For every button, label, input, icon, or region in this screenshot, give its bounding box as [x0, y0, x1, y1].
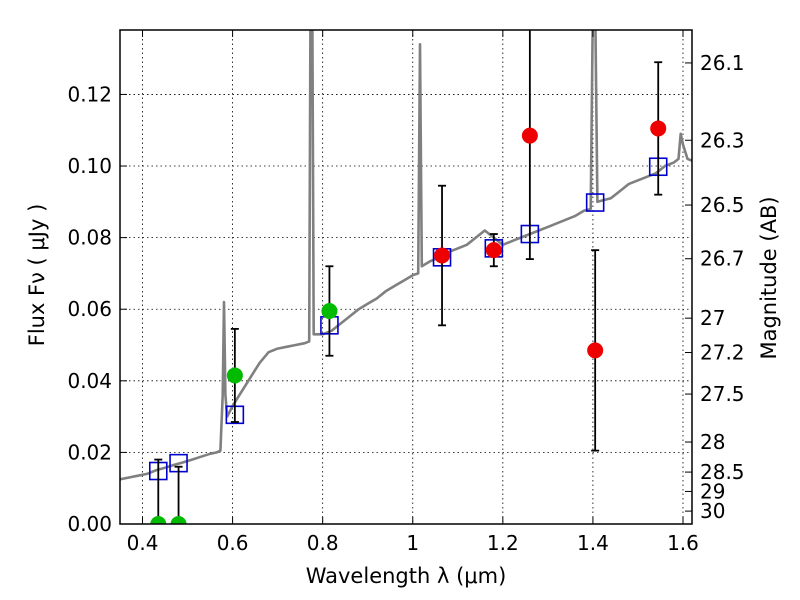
- y-tick-label: 0.10: [67, 154, 112, 178]
- plot-frame: [119, 29, 693, 525]
- mag-tick-label: 27.5: [700, 382, 745, 406]
- plot-area: [120, 30, 692, 524]
- x-tick-label: 1.2: [487, 531, 519, 555]
- right-axis-label: Magnitude (AB): [757, 196, 781, 359]
- observed-point: [226, 367, 243, 384]
- mag-tick-label: 26.7: [700, 247, 745, 271]
- x-axis-label: Wavelength λ (μm): [306, 564, 507, 588]
- observed-point: [170, 516, 187, 524]
- mag-tick-label: 27.2: [700, 341, 745, 365]
- x-tick-label: 1.6: [667, 531, 699, 555]
- y-tick-label: 0.06: [67, 297, 112, 321]
- mag-tick-label: 27: [700, 306, 725, 330]
- axis-ticks: 0.4 0.6 0.8 1 1.2 1.4 1.6 0.00 0.02 0.04 0.06 0.08 0…: [67, 30, 745, 555]
- mag-tick-label: 26.3: [700, 128, 745, 152]
- model-square-marker: [585, 193, 605, 212]
- x-tick-label: 1.4: [577, 531, 609, 555]
- y-tick-label: 0.12: [67, 82, 112, 106]
- mag-tick-label: 28.5: [700, 460, 745, 484]
- observed-point: [150, 516, 167, 524]
- x-tick-label: 1: [406, 531, 419, 555]
- mag-tick-label: 30: [700, 499, 725, 523]
- x-tick-label: 0.6: [217, 531, 249, 555]
- observed-point: [650, 120, 667, 137]
- mag-tick-label: 28: [700, 430, 725, 454]
- mag-tick-label: 26.1: [700, 51, 745, 75]
- x-tick-label: 0.8: [307, 531, 339, 555]
- y-tick-label: 0.00: [67, 512, 112, 536]
- observed-point: [521, 127, 538, 144]
- observed-point: [434, 247, 451, 264]
- y-axis-label: Flux Fν ( μJy ): [25, 204, 49, 347]
- sed-line: [120, 30, 692, 481]
- y-tick-label: 0.08: [67, 226, 112, 250]
- mag-tick-label: 29: [700, 479, 725, 503]
- y-tick-label: 0.04: [67, 369, 112, 393]
- mag-tick-label: 26.5: [700, 193, 745, 217]
- observed-point: [321, 303, 338, 320]
- grid: [120, 30, 692, 525]
- x-tick-label: 0.4: [127, 531, 159, 555]
- observed-point: [485, 242, 502, 259]
- y-tick-label: 0.02: [67, 440, 112, 464]
- observed-point: [587, 342, 604, 359]
